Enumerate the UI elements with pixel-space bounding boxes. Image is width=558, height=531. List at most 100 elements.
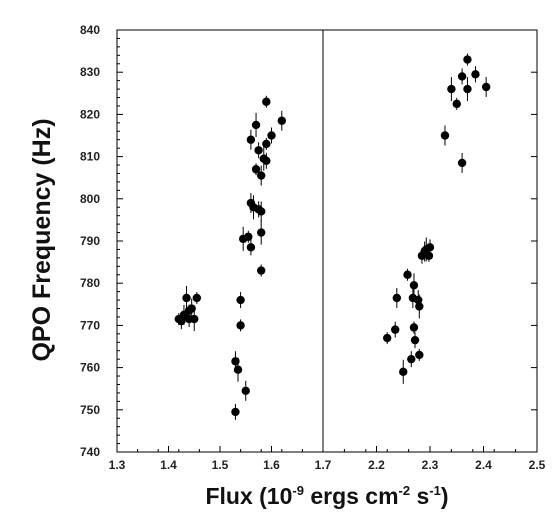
data-point <box>254 142 263 159</box>
point-marker <box>251 165 261 174</box>
point-marker <box>236 321 245 330</box>
data-point <box>182 285 191 310</box>
data-point <box>231 403 240 420</box>
data-point <box>471 66 480 83</box>
y-tick-label: 800 <box>80 192 100 206</box>
y-tick-label: 750 <box>80 403 100 417</box>
data-point <box>262 137 271 150</box>
x-tick-label: 2.3 <box>422 458 439 472</box>
y-axis-tick-labels: 740 750 760 770 780 790 800 810 820 830 840 <box>80 23 537 459</box>
data-point <box>452 97 461 110</box>
data-point <box>236 319 245 332</box>
point-marker <box>257 266 266 275</box>
point-marker <box>409 281 419 290</box>
point-marker <box>392 293 402 303</box>
y-tick-label: 840 <box>80 23 100 37</box>
point-marker <box>410 335 420 345</box>
point-marker <box>409 323 419 332</box>
data-point <box>190 307 199 332</box>
point-marker <box>244 232 253 241</box>
data-point <box>403 268 412 281</box>
x-axis-title: Flux (10-9 ergs cm-2 s-1) <box>205 483 448 509</box>
data-point <box>463 77 472 102</box>
point-marker <box>403 270 412 279</box>
point-marker <box>407 354 416 364</box>
y-tick-label: 790 <box>80 234 100 248</box>
point-marker <box>262 97 271 106</box>
data-point <box>392 287 402 308</box>
point-marker <box>424 251 434 260</box>
point-marker <box>415 350 424 360</box>
data-point <box>463 53 472 66</box>
data-point <box>409 273 419 298</box>
data-point <box>257 165 266 186</box>
point-marker <box>257 228 266 237</box>
point-marker <box>246 135 256 144</box>
x-tick-label: 2.2 <box>368 458 385 472</box>
data-point <box>251 163 261 176</box>
y-tick-label: 780 <box>80 276 100 290</box>
data-point <box>481 76 491 97</box>
data-point <box>192 291 202 304</box>
point-marker <box>267 131 276 140</box>
data-point <box>383 332 392 345</box>
data-point <box>267 127 276 144</box>
point-marker <box>391 325 400 334</box>
data-point <box>257 264 266 277</box>
point-marker <box>257 207 266 216</box>
data-point <box>415 294 424 319</box>
data-point <box>410 332 420 349</box>
x-tick-label: 2.5 <box>529 458 546 472</box>
data-point <box>440 125 450 146</box>
data-point <box>241 380 250 401</box>
data-point <box>457 152 467 173</box>
plot-panels <box>116 29 538 453</box>
point-marker <box>241 386 250 396</box>
y-axis-title: QPO Frequency (Hz) <box>28 118 56 361</box>
x-tick-label: 1.6 <box>263 458 280 472</box>
point-marker <box>440 131 450 140</box>
point-marker <box>257 171 266 180</box>
data-point <box>425 239 435 256</box>
data-point <box>262 95 271 108</box>
point-marker <box>471 70 480 79</box>
point-marker <box>182 293 191 303</box>
point-marker <box>251 120 261 130</box>
data-points <box>174 53 491 420</box>
point-marker <box>463 84 472 94</box>
point-marker <box>246 243 256 252</box>
plot-panel-1 <box>116 29 324 453</box>
y-tick-label: 740 <box>80 445 100 459</box>
data-point <box>424 249 434 262</box>
data-point <box>415 348 424 361</box>
data-point <box>277 110 286 131</box>
data-point <box>409 321 419 334</box>
data-point <box>457 68 467 85</box>
point-marker <box>463 55 472 64</box>
point-marker <box>414 295 423 305</box>
data-point <box>262 152 271 169</box>
point-marker <box>457 158 467 168</box>
x-axis-tick-labels: 1.3 1.4 1.5 1.6 1.7 2.2 2.3 2.4 2.5 <box>109 446 546 472</box>
data-point <box>399 359 408 384</box>
data-point <box>236 292 245 309</box>
y-tick-label: 830 <box>80 65 100 79</box>
point-marker <box>415 302 424 311</box>
y-tick-label: 820 <box>80 107 100 121</box>
point-marker <box>262 156 271 166</box>
data-point <box>233 357 243 382</box>
data-point <box>447 77 456 102</box>
data-point <box>391 321 400 338</box>
point-marker <box>254 146 263 155</box>
data-point <box>251 112 261 137</box>
x-tick-label: 1.5 <box>212 458 229 472</box>
data-point <box>246 239 256 256</box>
x-tick-label: 1.7 <box>315 458 332 472</box>
point-marker <box>383 333 392 343</box>
x-tick-label: 1.3 <box>109 458 126 472</box>
point-marker <box>233 365 243 374</box>
point-marker <box>425 243 435 252</box>
point-marker <box>262 139 271 149</box>
data-point <box>246 129 256 150</box>
